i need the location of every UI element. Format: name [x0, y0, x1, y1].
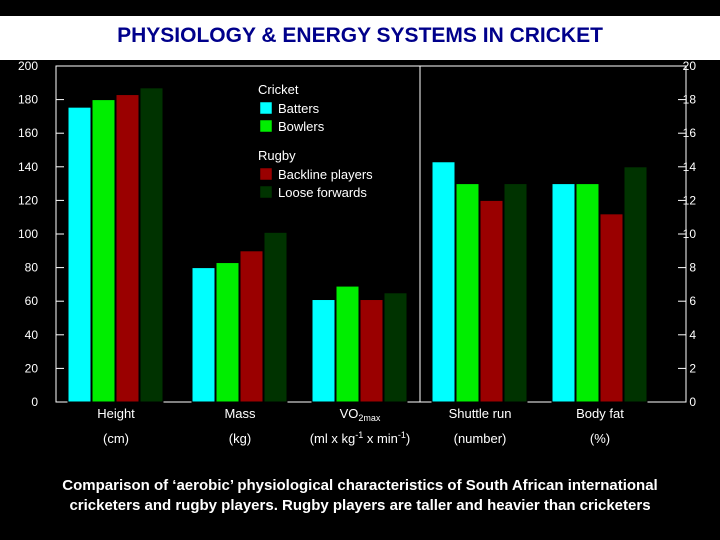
category-label-subscript: 2max [358, 413, 381, 423]
bar-bowlers [455, 183, 480, 403]
category-label: VO2max [340, 406, 381, 423]
bar-loose-forwards [623, 166, 648, 403]
left-axis-tick-label: 20 [25, 361, 39, 375]
category-unit-label: (kg) [229, 431, 251, 446]
legend-label: Bowlers [278, 119, 325, 134]
unit-text: x min [363, 431, 398, 446]
title-band [0, 16, 720, 60]
bar-backline-players [359, 299, 384, 403]
bar-backline-players [115, 94, 140, 403]
left-axis-tick-label: 0 [31, 395, 38, 409]
chart-title: PHYSIOLOGY & ENERGY SYSTEMS IN CRICKET [117, 24, 603, 47]
category-label: Body fat [576, 406, 624, 421]
right-axis-tick-label: 0 [689, 395, 696, 409]
bar-bowlers [575, 183, 600, 403]
left-axis-tick-label: 120 [18, 193, 38, 207]
right-axis-tick-label: 12 [683, 193, 697, 207]
right-axis-tick-label: 14 [683, 160, 697, 174]
left-axis-tick-label: 160 [18, 126, 38, 140]
bar-batters [551, 183, 576, 403]
legend-swatch [259, 185, 273, 199]
legend-group-title: Cricket [258, 82, 299, 97]
bar-loose-forwards [503, 183, 528, 403]
right-axis-tick-label: 6 [689, 294, 696, 308]
legend-swatch [259, 101, 273, 115]
left-axis-tick-label: 40 [25, 328, 39, 342]
left-axis-tick-label: 80 [25, 261, 39, 275]
right-axis-tick-label: 20 [683, 59, 697, 73]
category-unit-label: (ml x kg-1 x min-1) [310, 430, 411, 446]
category-label: Height [97, 406, 135, 421]
bar-backline-players [599, 213, 624, 403]
bar-chart: 0 20 40 60 80 100 120 140 160 180 200 0 2 4 6 8 10 12 14 16… [18, 59, 697, 446]
bar-backline-players [479, 199, 504, 403]
bar-batters [191, 267, 216, 403]
right-axis-tick-label: 8 [689, 261, 696, 275]
chart-caption: Comparison of ‘aerobic’ physiological ch… [62, 477, 658, 514]
right-axis-tick-label: 18 [683, 93, 697, 107]
category-unit-label: (cm) [103, 431, 129, 446]
bar-bowlers [91, 99, 116, 403]
legend-group-title: Rugby [258, 148, 296, 163]
bar-loose-forwards [139, 87, 164, 403]
bar-batters [67, 106, 92, 403]
category-label: Shuttle run [449, 406, 512, 421]
bar-bowlers [215, 262, 240, 403]
legend-label: Loose forwards [278, 185, 367, 200]
unit-text: ) [406, 431, 410, 446]
bar-loose-forwards [383, 292, 408, 403]
left-axis-tick-label: 100 [18, 227, 38, 241]
left-axis-tick-label: 180 [18, 93, 38, 107]
legend-label: Backline players [278, 167, 373, 182]
category-unit-label: (%) [590, 431, 610, 446]
right-axis-tick-label: 4 [689, 328, 696, 342]
category-unit-label: (number) [454, 431, 507, 446]
bar-loose-forwards [263, 231, 288, 403]
legend-label: Batters [278, 101, 320, 116]
left-axis-tick-label: 140 [18, 160, 38, 174]
legend-swatch [259, 167, 273, 181]
bar-batters [311, 299, 336, 403]
category-label: Mass [224, 406, 256, 421]
right-axis-tick-label: 10 [683, 227, 697, 241]
left-axis-tick-label: 200 [18, 59, 38, 73]
bar-batters [431, 161, 456, 403]
bar-bowlers [335, 285, 360, 403]
right-axis-tick-label: 2 [689, 361, 696, 375]
bar-backline-players [239, 250, 264, 403]
left-axis-tick-label: 60 [25, 294, 39, 308]
right-axis-tick-label: 16 [683, 126, 697, 140]
legend-swatch [259, 119, 273, 133]
unit-superscript: -1 [355, 430, 363, 440]
unit-superscript: -1 [398, 430, 406, 440]
